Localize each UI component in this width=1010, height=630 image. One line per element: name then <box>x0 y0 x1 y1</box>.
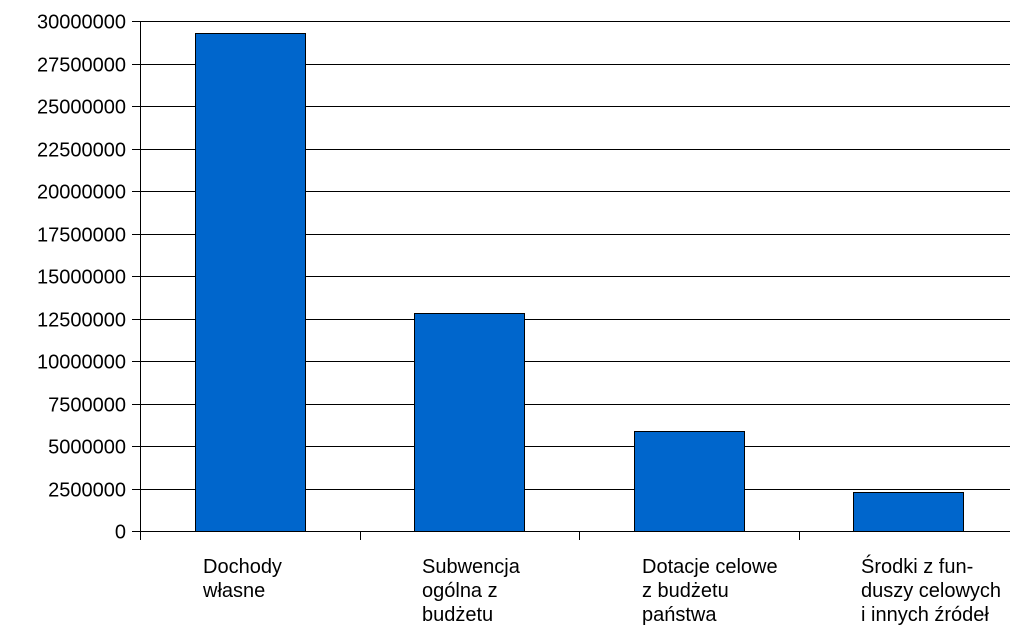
y-tick-label: 30000000 <box>37 12 126 34</box>
category-label: Subwencja ogólna z budżetu <box>422 556 521 626</box>
y-tick-label: 20000000 <box>37 182 126 204</box>
category-label: Dochody własne <box>202 556 282 602</box>
y-tick-label: 0 <box>115 522 126 544</box>
y-tick-label: 25000000 <box>37 97 126 119</box>
y-tick-labels: 0 2500000 5000000 7500000 10000000 12500000 15… <box>37 12 126 544</box>
bar <box>195 33 306 532</box>
category-label: Środki z fun-duszy celowych i innych źród… <box>861 554 1001 626</box>
category-labels: Dochody własne Subwencja ogólna z budżetu Dot… <box>202 554 1001 626</box>
y-tick-label: 5000000 <box>48 437 126 459</box>
bar <box>634 431 745 532</box>
y-tick-label: 7500000 <box>48 395 126 417</box>
y-tick-label: 17500000 <box>37 225 126 247</box>
y-tick-label: 10000000 <box>37 352 126 374</box>
category-label: Dotacje celowe z budżetu państwa <box>642 556 778 626</box>
y-tick-label: 15000000 <box>37 267 126 289</box>
bars <box>195 33 964 532</box>
y-tick-label: 22500000 <box>37 140 126 162</box>
bar <box>853 492 964 532</box>
bar <box>414 313 525 532</box>
axes <box>132 21 1010 540</box>
y-tick-label: 2500000 <box>48 480 126 502</box>
y-tick-label: 27500000 <box>37 55 126 77</box>
y-tick-label: 12500000 <box>37 310 126 332</box>
